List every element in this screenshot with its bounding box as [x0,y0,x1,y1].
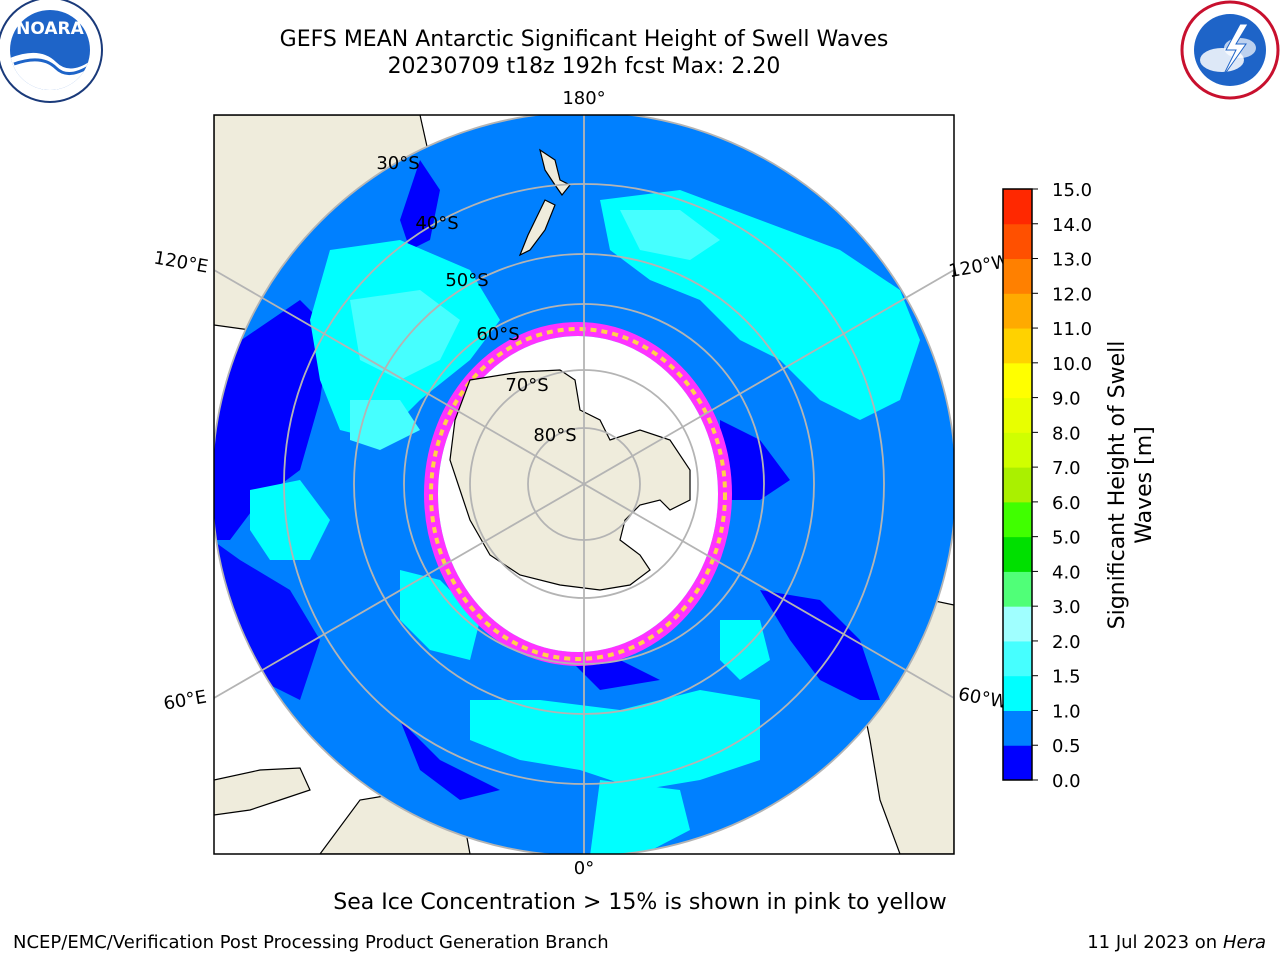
colorbar-segment [1003,362,1032,399]
lon-label-120w: 120°W [947,251,1011,282]
colorbar-segment [1003,467,1032,503]
colorbar-tick-label: 6.0 [1052,493,1081,514]
colorbar-tick-label: 7.0 [1052,458,1081,479]
swell-band-1.5-2.0 [350,210,720,450]
colorbar: 0.0 0.5 1.0 1.5 2.0 3.0 4.0 5.0 6.0 7.0 8.0 9.0 10.0… [1002,180,1092,792]
lat-label-60s: 60°S [476,324,519,345]
colorbar-tick-label: 5.0 [1052,528,1081,549]
colorbar-tick-label: 1.0 [1052,701,1081,722]
colorbar-tick-label: 0.0 [1052,771,1081,792]
lon-label-60e: 60°E [162,686,208,714]
colorbar-segment [1003,223,1032,260]
lon-label-0: 0° [574,858,594,879]
colorbar-tick-label: 1.5 [1052,667,1081,688]
lon-label-120e: 120°E [152,247,210,277]
colorbar-segment [1003,571,1032,607]
colorbar-tick-label: 4.0 [1052,562,1081,583]
noaa-logo: NOARA [0,0,103,103]
lat-label-50s: 50°S [445,270,488,291]
lon-label-60w: 60°W [957,684,1010,713]
noaa-logo-text: NOARA [16,19,84,39]
colorbar-segment [1003,710,1032,746]
colorbar-tick-label: 10.0 [1052,354,1092,375]
colorbar-segment [1003,328,1032,364]
lat-label-80s: 80°S [533,425,576,446]
lon-label-180: 180° [562,88,605,109]
colorbar-tick-label: 0.5 [1052,736,1081,757]
new-zealand [518,148,571,257]
colorbar-segment [1003,258,1032,294]
colorbar-border [1002,188,1033,781]
colorbar-tick-label: 3.0 [1052,597,1081,618]
footer-branch: NCEP/EMC/Verification Post Processing Pr… [13,932,609,953]
nws-logo [1180,0,1280,100]
graticule [214,115,954,854]
chart-title: GEFS MEAN Antarctic Significant Height o… [279,27,889,52]
colorbar-tick-label: 14.0 [1052,215,1092,236]
sea-ice-inner [429,327,727,661]
colorbar-segment [1003,640,1032,677]
lat-label-30s: 30°S [376,153,419,174]
colorbar-segment [1003,397,1032,433]
footer-date-text: 11 Jul 2023 on [1087,932,1223,953]
colorbar-tick-label: 2.0 [1052,632,1081,653]
colorbar-tick-label: 13.0 [1052,250,1092,271]
colorbar-tick-label: 15.0 [1052,180,1092,201]
colorbar-segment [1003,293,1032,329]
colorbar-segment [1003,536,1032,572]
colorbar-label-line1: Significant Height of Swell [1105,341,1130,630]
lat-label-70s: 70°S [505,375,548,396]
colorbar-segment [1003,606,1032,642]
colorbar-tick-label: 9.0 [1052,389,1081,410]
sea-ice-caption: Sea Ice Concentration > 15% is shown in … [333,890,947,915]
colorbar-tick-label: 8.0 [1052,423,1081,444]
footer-host: Hera [1222,932,1266,953]
colorbar-label-line2: Waves [m] [1132,426,1157,543]
chart-subtitle: 20230709 t18z 192h fcst Max: 2.20 [387,54,781,79]
colorbar-segment [1003,432,1032,468]
colorbar-segment [1003,189,1032,225]
colorbar-tick-label: 11.0 [1052,319,1092,340]
map-frame [213,114,955,855]
lat-label-40s: 40°S [415,213,458,234]
colorbar-tick-label: 12.0 [1052,284,1092,305]
colorbar-segment [1003,675,1032,711]
footer-date: 11 Jul 2023 on Hera [1087,932,1266,953]
colorbar-segment [1003,745,1032,781]
colorbar-segment [1003,501,1032,538]
